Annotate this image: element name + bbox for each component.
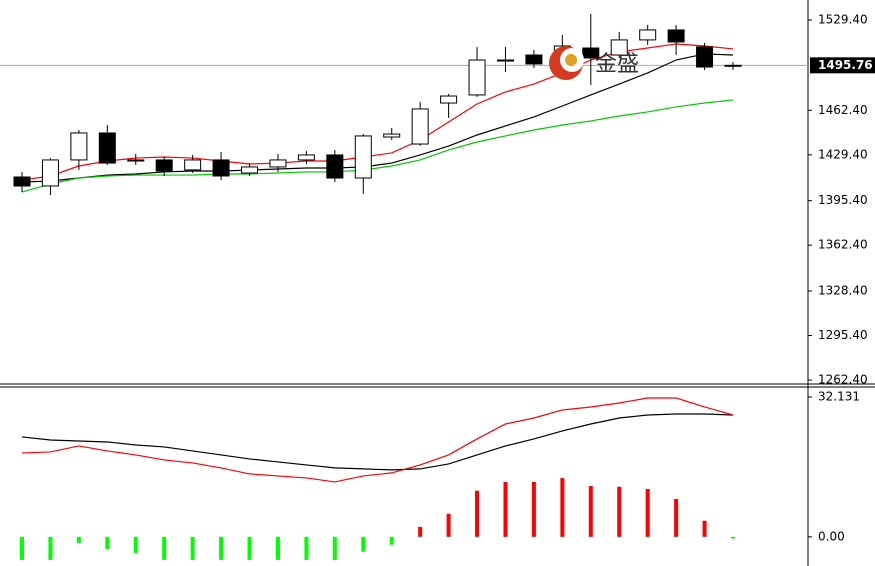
histogram-bar xyxy=(645,488,650,537)
candle-body xyxy=(41,159,59,187)
candle-body xyxy=(326,154,344,179)
candle-body xyxy=(525,54,543,65)
y-tick-label: 1429.40 xyxy=(818,147,868,161)
histogram-bar xyxy=(588,485,593,537)
candle-body xyxy=(155,159,173,172)
histogram-bar xyxy=(560,478,565,537)
histogram-bar xyxy=(617,486,622,537)
candle-body xyxy=(468,59,486,96)
watermark: 金盛 xyxy=(595,52,639,77)
candle-body xyxy=(639,29,657,41)
indicator-line xyxy=(21,413,734,471)
histogram-bar xyxy=(731,536,735,539)
histogram-bar xyxy=(332,536,337,560)
histogram-bar xyxy=(361,536,366,552)
candle-body xyxy=(724,64,742,67)
y-tick-label: 1295.40 xyxy=(818,328,868,342)
histogram-bar xyxy=(76,536,81,543)
y-tick-label: 1262.40 xyxy=(818,373,868,387)
candle-body xyxy=(667,29,685,43)
histogram-bar xyxy=(247,536,252,560)
histogram-bar xyxy=(475,490,480,537)
candle-body xyxy=(696,46,714,68)
candle-body xyxy=(241,166,259,174)
candle-body xyxy=(269,159,287,168)
y-tick-label: 1328.40 xyxy=(818,284,868,298)
candle-body xyxy=(440,95,458,104)
histogram-bar xyxy=(418,526,423,537)
histogram-bar xyxy=(275,536,280,560)
candle-body xyxy=(184,159,202,171)
candle-body xyxy=(297,154,315,161)
candle-body xyxy=(411,108,429,145)
candle-body xyxy=(383,133,401,138)
histogram-bar xyxy=(446,513,451,537)
y-tick-label: 32.131 xyxy=(818,390,860,404)
indicator-line xyxy=(21,397,734,483)
candle-body xyxy=(582,47,600,59)
histogram-bar xyxy=(219,536,224,560)
histogram-bar xyxy=(133,536,138,553)
moving-average xyxy=(21,99,734,193)
histogram-bar xyxy=(20,536,24,560)
candle-body xyxy=(354,135,372,179)
candle-body xyxy=(212,159,230,177)
histogram-bar xyxy=(531,482,536,537)
histogram-bar xyxy=(702,520,707,537)
histogram-bar xyxy=(674,498,679,537)
candle-body xyxy=(127,159,145,162)
moving-average xyxy=(21,53,734,183)
candle-body xyxy=(496,59,514,62)
last-price-label: 1495.76 xyxy=(818,58,873,72)
y-tick-label: 1462.40 xyxy=(818,103,868,117)
watermark-logo xyxy=(549,46,584,80)
histogram-bar xyxy=(304,536,309,560)
histogram-bar xyxy=(105,536,110,550)
histogram-bar xyxy=(48,536,53,560)
histogram-bar xyxy=(389,536,394,545)
y-tick-label: 0.00 xyxy=(818,529,845,543)
histogram-bar xyxy=(190,536,195,560)
y-tick-label: 1395.40 xyxy=(818,193,868,207)
histogram-bar xyxy=(503,482,508,537)
candle-body xyxy=(610,39,628,56)
y-tick-label: 1529.40 xyxy=(818,12,868,26)
histogram-bar xyxy=(162,536,167,560)
candle-body xyxy=(13,176,31,187)
last-price-box xyxy=(810,57,875,74)
y-tick-label: 1362.40 xyxy=(818,238,868,252)
candle-body xyxy=(98,132,116,164)
candle-body xyxy=(70,132,88,161)
